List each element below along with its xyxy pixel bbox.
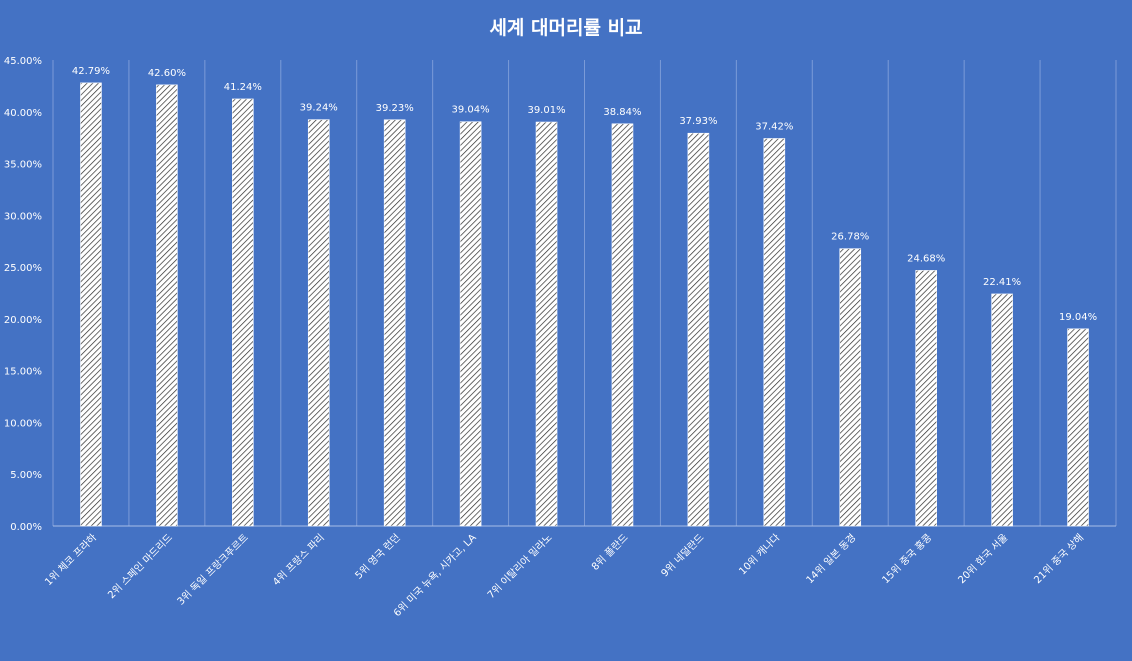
data-label: 26.78%: [831, 232, 869, 243]
data-label: 39.24%: [300, 103, 338, 114]
bar: [611, 123, 634, 527]
x-tick-label: 15위 중국 홍콩: [879, 531, 934, 586]
y-tick-label: 30.00%: [4, 211, 42, 222]
x-tick-label: 8위 폴란드: [589, 531, 631, 573]
y-tick-label: 40.00%: [4, 108, 42, 119]
x-axis: 1위 체코 프라하 2위 스페인 마드리드 3위 독일 프랑크푸르트 4위 프랑스 파…: [42, 531, 1086, 619]
bar: [839, 248, 862, 527]
y-tick-label: 10.00%: [4, 418, 42, 429]
chart-title: 세계 대머리률 비교: [489, 17, 642, 39]
data-label: 39.01%: [527, 105, 565, 116]
bar: [383, 119, 406, 527]
x-tick-label: 7위 이탈리아 밀라노: [484, 531, 554, 601]
data-label: 42.60%: [148, 68, 186, 79]
data-label: 41.24%: [224, 82, 262, 93]
data-label: 38.84%: [603, 107, 641, 118]
data-label: 39.04%: [452, 105, 490, 116]
data-label: 22.41%: [983, 277, 1021, 288]
bar: [535, 121, 558, 527]
bars: [80, 82, 1089, 527]
y-tick-label: 20.00%: [4, 315, 42, 326]
bar: [156, 84, 178, 527]
bar: [915, 270, 937, 527]
data-label: 42.79%: [72, 66, 110, 77]
y-tick-label: 5.00%: [10, 470, 42, 481]
data-label: 39.23%: [376, 103, 414, 114]
data-labels: 42.79% 42.60% 41.24% 39.24% 39.23% 39.04% 39.0…: [72, 66, 1097, 323]
x-tick-label: 4위 프랑스 파리: [270, 531, 327, 588]
bar: [459, 121, 482, 527]
x-tick-label: 3위 독일 프랑크푸르트: [174, 531, 251, 608]
bar: [232, 98, 254, 527]
y-tick-label: 15.00%: [4, 367, 42, 378]
x-tick-label: 10위 캐나다: [736, 531, 782, 577]
bar: [991, 293, 1013, 527]
x-tick-label: 21위 중국 상해: [1031, 531, 1086, 586]
data-label: 37.42%: [755, 121, 793, 132]
x-tick-label: 2위 스페인 마드리드: [105, 531, 175, 601]
bar: [80, 82, 102, 527]
y-tick-label: 35.00%: [4, 160, 42, 171]
y-tick-label: 25.00%: [4, 263, 42, 274]
x-tick-label: 6위 미국 뉴욕, 시카고, LA: [391, 531, 479, 619]
x-tick-label: 14위 일본 동경: [803, 531, 858, 586]
x-tick-label: 5위 영국 런던: [352, 531, 403, 582]
data-label: 19.04%: [1059, 312, 1097, 323]
bar: [1067, 328, 1089, 527]
bar: [307, 119, 330, 527]
y-axis: 0.00% 5.00% 10.00% 15.00% 20.00% 25.00% 30.00%…: [4, 56, 42, 533]
gridlines: [52, 60, 1117, 527]
y-tick-label: 45.00%: [4, 56, 42, 67]
data-label: 24.68%: [907, 253, 945, 264]
x-tick-label: 1위 체코 프라하: [42, 531, 99, 588]
x-tick-label: 20위 한국 서울: [955, 531, 1010, 586]
y-tick-label: 0.00%: [10, 522, 42, 533]
bar: [763, 138, 786, 527]
x-tick-label: 9위 네덜란드: [658, 531, 706, 579]
data-label: 37.93%: [679, 116, 717, 127]
bar: [687, 132, 710, 527]
